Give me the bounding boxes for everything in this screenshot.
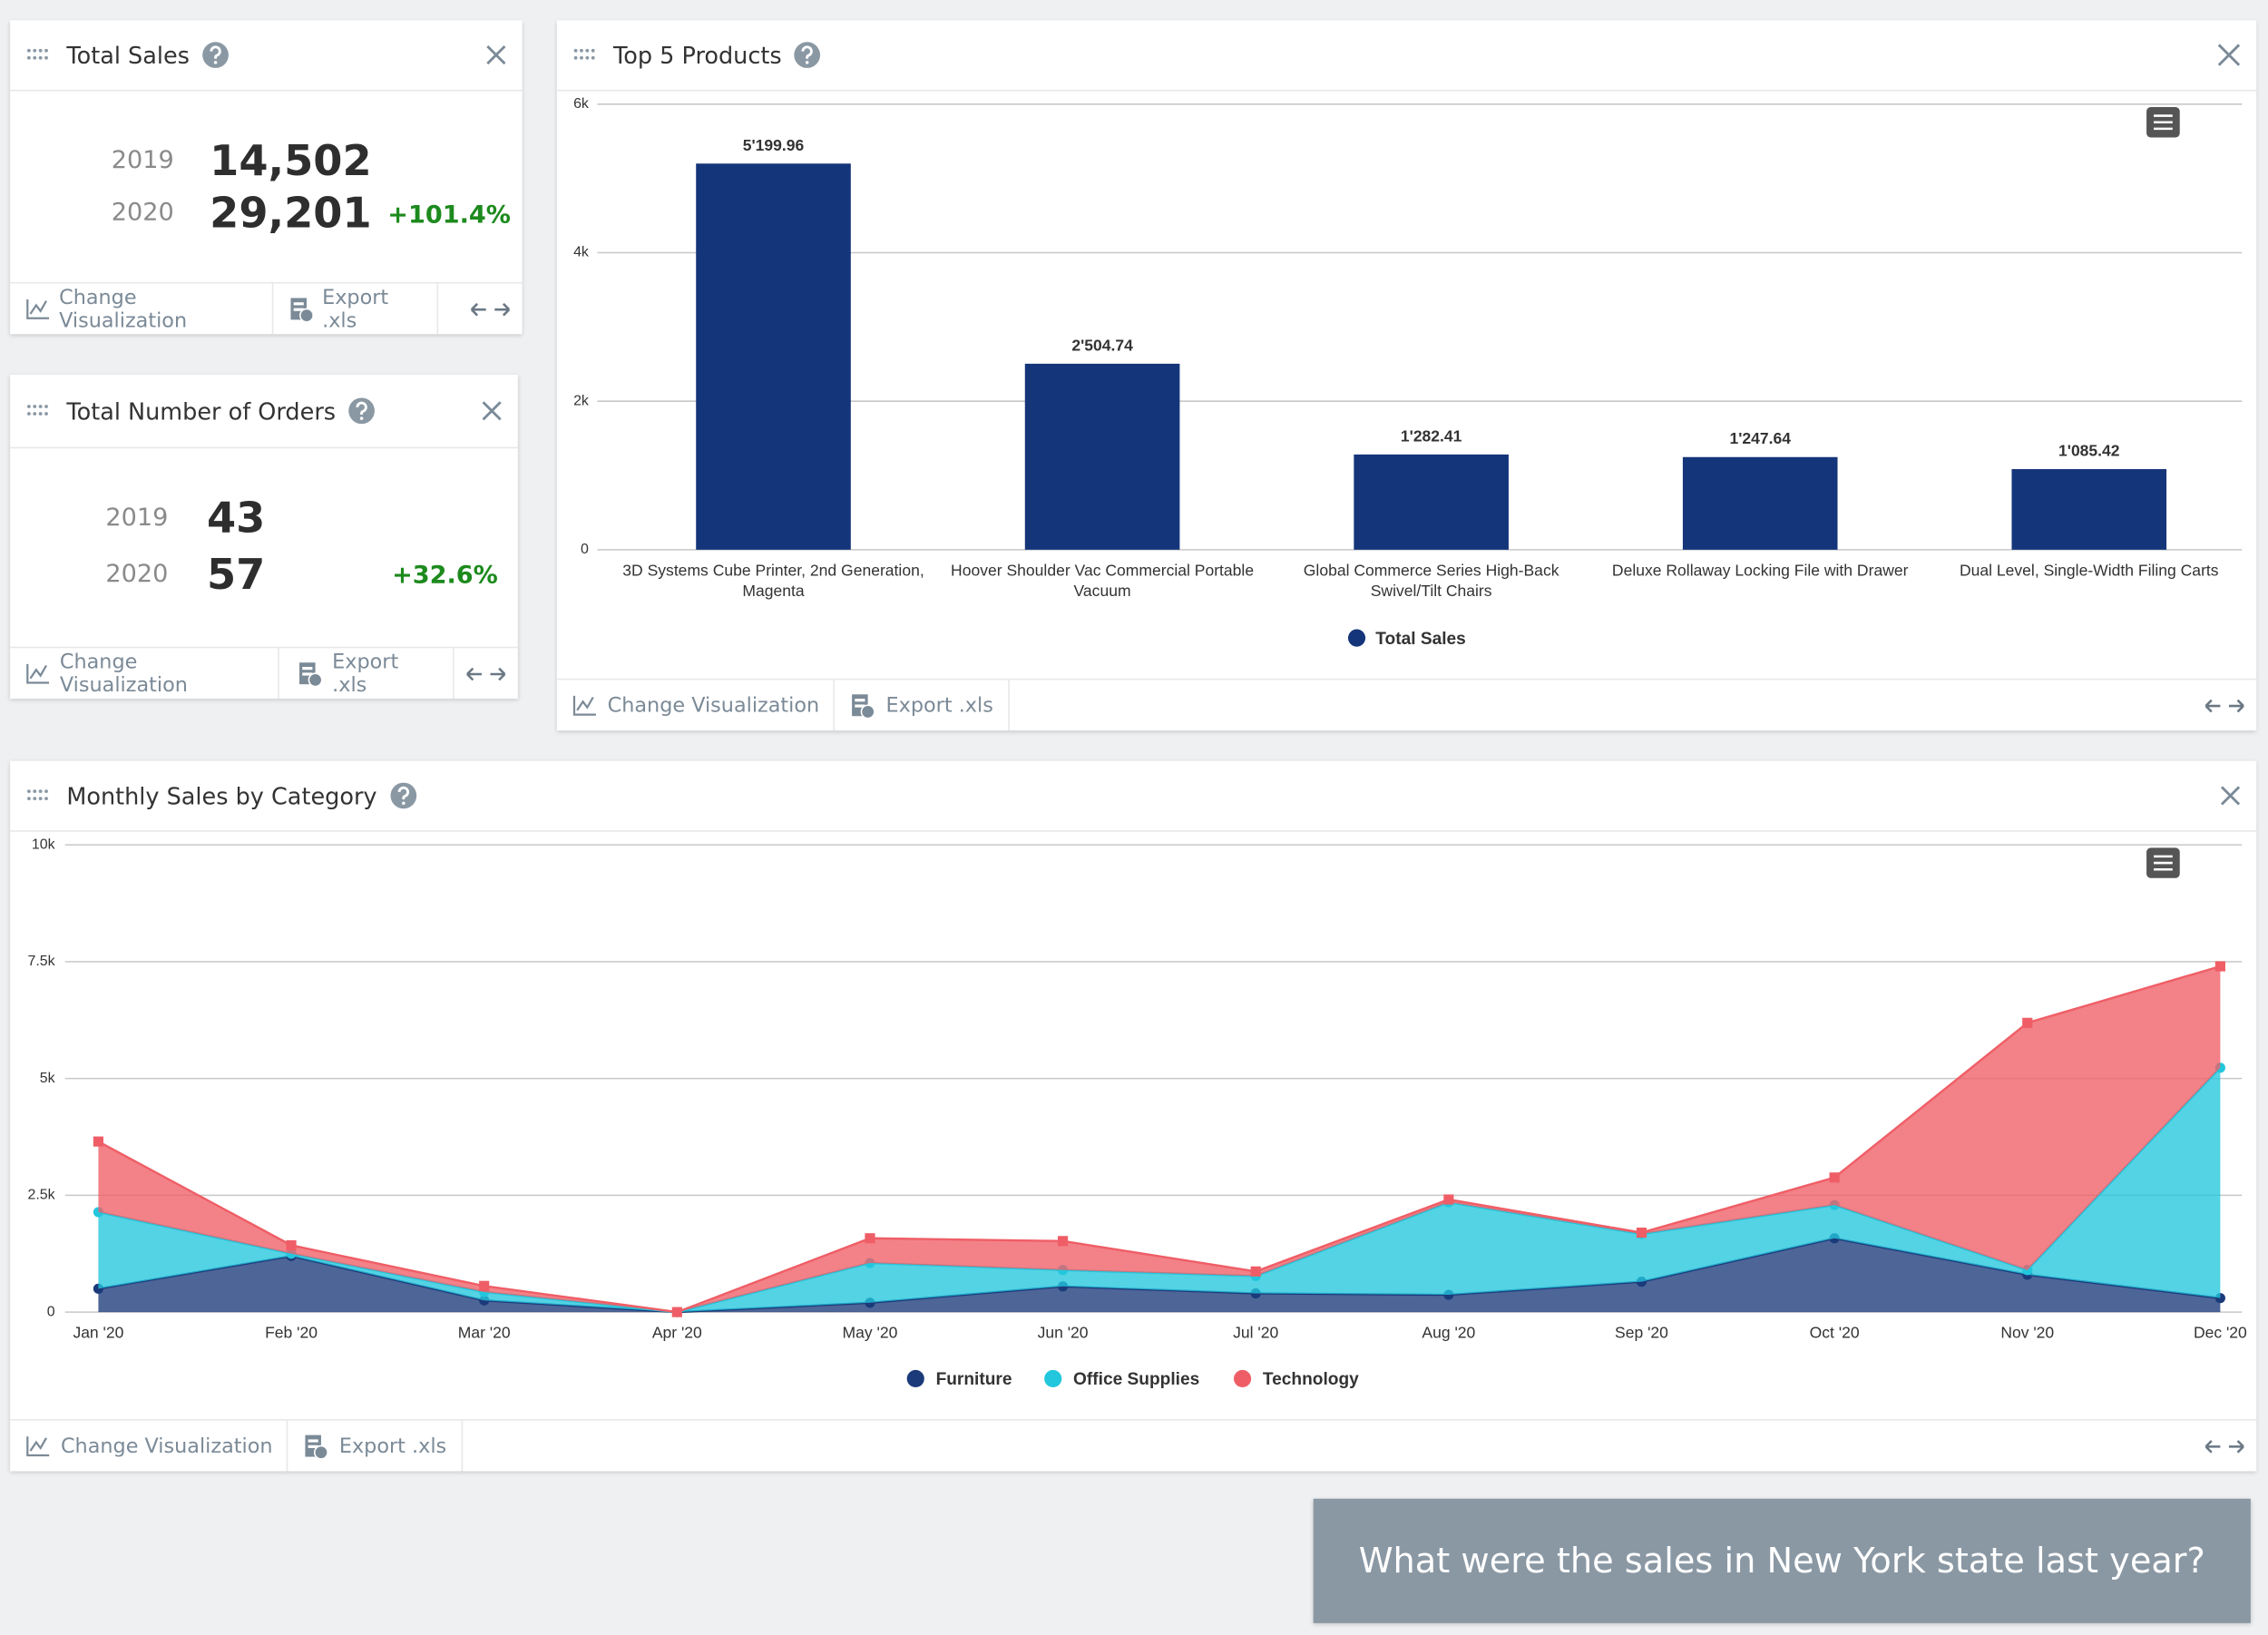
chart-icon [26, 663, 50, 683]
button-label: Export .xls [332, 650, 399, 697]
export-icon [306, 1434, 329, 1459]
kpi-value: 57 [206, 549, 266, 600]
export-button[interactable]: Export .xls [836, 680, 1010, 731]
export-button[interactable]: Export .xls [288, 1420, 463, 1472]
card-title: Total Number of Orders [66, 397, 337, 425]
drag-handle[interactable] [572, 48, 601, 63]
chart-icon [26, 299, 49, 319]
kpi-card: Total Sales 2019 14,502 2020 29,201 +101… [10, 20, 523, 335]
kpi-value: 29,201 [210, 188, 372, 238]
chat-bubble[interactable]: What were the sales in New York state la… [1313, 1498, 2251, 1623]
drag-handle[interactable] [26, 404, 55, 418]
button-label: Export .xls [885, 693, 993, 718]
change-visualization-button[interactable]: Change Visualization [10, 648, 280, 700]
chart-card: Monthly Sales by Category Change Visuali… [10, 760, 2257, 1472]
export-icon [290, 297, 312, 322]
close-button[interactable] [2219, 784, 2243, 808]
card-footer: Change Visualization Export .xls [10, 1419, 2257, 1472]
button-label: Change Visualization [59, 285, 188, 332]
card-footer: Change Visualization Export .xls [556, 678, 2257, 731]
year: 2019 [111, 146, 174, 175]
drag-handle[interactable] [26, 788, 55, 803]
resize-button[interactable] [458, 284, 522, 335]
close-button[interactable] [484, 44, 508, 67]
chart-card: Top 5 Products Change Visualization Expo… [556, 20, 2257, 731]
chart-icon [26, 1435, 50, 1456]
resize-icon [2204, 698, 2244, 712]
export-icon [299, 661, 323, 687]
export-button[interactable]: Export .xls [273, 283, 439, 335]
button-label: Change Visualization [59, 650, 188, 697]
export-icon [852, 693, 876, 719]
change-visualization-button[interactable]: Change Visualization [10, 283, 274, 335]
resize-button[interactable] [2193, 680, 2256, 730]
button-label: Export .xls [322, 285, 389, 332]
help-icon[interactable] [201, 41, 230, 70]
drag-handle[interactable] [26, 48, 55, 63]
card-footer: Change Visualization Export .xls [10, 646, 518, 700]
year: 2020 [105, 560, 169, 589]
resize-icon [466, 666, 506, 680]
card-title: Top 5 Products [613, 41, 782, 69]
export-button[interactable]: Export .xls [279, 648, 455, 700]
card-title: Monthly Sales by Category [66, 781, 377, 810]
year: 2019 [105, 503, 169, 533]
card-title: Total Sales [66, 41, 190, 69]
kpi-value: 14,502 [210, 135, 372, 186]
kpi-change: +101.4% [387, 201, 511, 230]
year: 2020 [111, 198, 174, 228]
kpi-value: 43 [206, 493, 266, 543]
resize-button[interactable] [455, 648, 518, 699]
kpi-change: +32.6% [392, 561, 498, 591]
change-visualization-button[interactable]: Change Visualization [557, 680, 836, 731]
chat-message: What were the sales in New York state la… [1358, 1541, 2205, 1581]
close-button[interactable] [480, 399, 503, 423]
help-icon[interactable] [793, 41, 822, 70]
change-visualization-button[interactable]: Change Visualization [10, 1420, 289, 1472]
kpi-card: Total Number of Orders 2019 43 2020 57 +… [10, 374, 518, 700]
resize-button[interactable] [2193, 1421, 2256, 1472]
resize-icon [2204, 1439, 2244, 1453]
button-label: Change Visualization [60, 1434, 273, 1458]
button-label: Export .xls [338, 1434, 447, 1458]
resize-icon [470, 302, 511, 316]
help-icon[interactable] [347, 397, 376, 426]
button-label: Change Visualization [607, 693, 820, 718]
card-footer: Change Visualization Export .xls [10, 281, 523, 335]
close-button[interactable] [2216, 42, 2243, 68]
help-icon[interactable] [388, 781, 417, 810]
chart-icon [572, 695, 596, 715]
